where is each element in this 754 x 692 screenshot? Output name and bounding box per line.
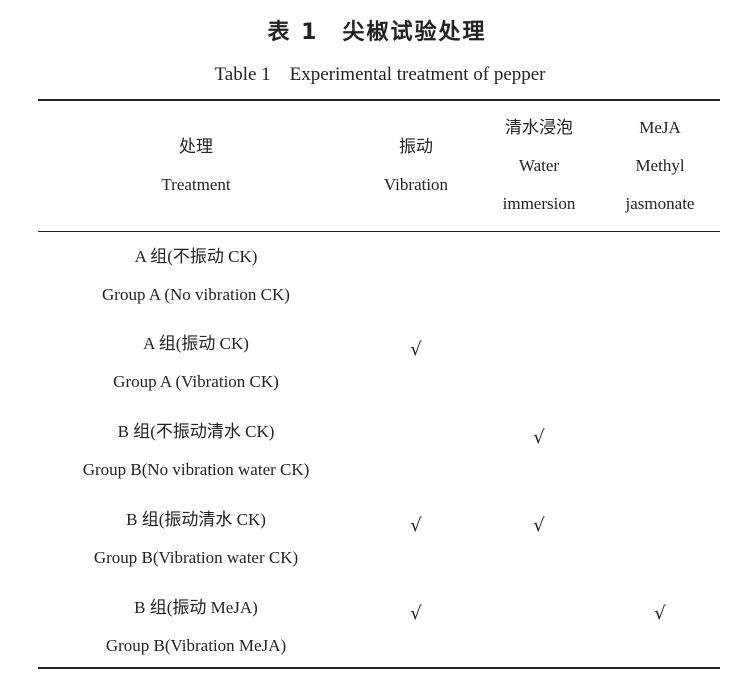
- header-en: Methyl: [635, 156, 685, 175]
- row-label-en: Group B(Vibration water CK): [93, 548, 299, 567]
- table-row: B 组(振动 MeJA) Group B(Vibration MeJA): [106, 589, 286, 665]
- check-mark-meja: √: [654, 603, 666, 624]
- top-rule: [38, 99, 720, 101]
- row-label-zh: A 组(不振动 CK): [134, 247, 258, 266]
- header-water: 清水浸泡 Water immersion: [503, 109, 576, 223]
- table-row: A 组(振动 CK) Group A (Vibration CK): [113, 325, 279, 401]
- row-label-zh: B 组(不振动清水 CK): [117, 422, 275, 441]
- check-mark-vibration: √: [410, 339, 422, 360]
- header-en: Vibration: [383, 175, 449, 194]
- table-row: A 组(不振动 CK) Group A (No vibration CK): [102, 238, 290, 314]
- header-en: Treatment: [161, 175, 231, 194]
- row-label-en: Group B(Vibration MeJA): [105, 636, 287, 655]
- table-subtitle: Table 1 Experimental treatment of pepper: [214, 64, 546, 85]
- row-label-zh: B 组(振动清水 CK): [126, 510, 266, 529]
- table-row: B 组(振动清水 CK) Group B(Vibration water CK): [94, 501, 298, 577]
- check-mark-vibration: √: [410, 603, 422, 624]
- header-zh: 清水浸泡: [505, 118, 573, 137]
- row-label-en: Group B(No vibration water CK): [82, 460, 310, 479]
- header-en2: jasmonate: [625, 194, 695, 213]
- row-label-en: Group A (Vibration CK): [113, 372, 279, 391]
- row-label-zh: A 组(振动 CK): [143, 334, 249, 353]
- header-zh: 振动: [398, 137, 433, 156]
- check-mark-water: √: [533, 515, 545, 536]
- header-zh: 处理: [178, 137, 213, 156]
- check-mark-water: √: [533, 427, 545, 448]
- header-vibration: 振动 Vibration: [384, 128, 448, 204]
- row-label-en: Group A (No vibration CK): [102, 285, 290, 304]
- header-zh: MeJA: [639, 118, 681, 137]
- header-en2: immersion: [502, 194, 576, 213]
- table-row: B 组(不振动清水 CK) Group B(No vibration water …: [83, 413, 310, 489]
- header-rule: [38, 231, 720, 232]
- header-treatment: 处理 Treatment: [161, 128, 230, 204]
- check-mark-vibration: √: [410, 515, 422, 536]
- row-label-zh: B 组(振动 MeJA): [134, 598, 258, 617]
- header-meja: MeJA Methyl jasmonate: [626, 109, 695, 223]
- header-en: Water: [518, 156, 560, 175]
- bottom-rule: [38, 667, 720, 669]
- table-title: 表 1 尖椒试验处理: [267, 20, 487, 45]
